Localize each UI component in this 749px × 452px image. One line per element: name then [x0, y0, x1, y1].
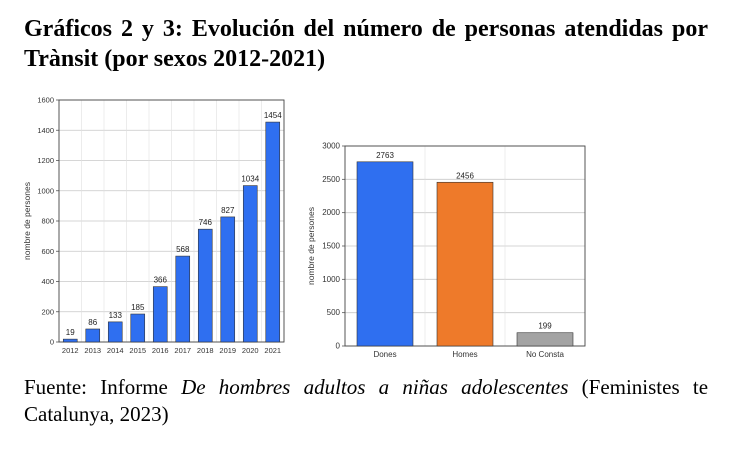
- x-tick-label: 2019: [219, 346, 236, 355]
- bar: [242, 185, 258, 343]
- y-tick-label: 0: [50, 338, 54, 347]
- y-tick-label: 2000: [322, 208, 340, 217]
- y-tick-label: 1500: [322, 242, 340, 251]
- bar: [107, 321, 123, 343]
- bar: [175, 255, 191, 343]
- y-tick-label: 600: [41, 247, 54, 256]
- data-label: 199: [538, 322, 552, 331]
- x-tick-label: 2020: [242, 346, 259, 355]
- bar: [85, 328, 101, 343]
- bar: [62, 338, 78, 343]
- data-label: 366: [154, 276, 168, 285]
- bar: [152, 286, 168, 343]
- y-tick-label: 1600: [37, 96, 54, 105]
- y-tick-label: 3000: [322, 142, 340, 151]
- x-tick-label: Homes: [452, 350, 477, 359]
- y-tick-label: 800: [41, 217, 54, 226]
- chart-2-y-axis-label: nombre de persones: [306, 207, 316, 285]
- data-label: 1454: [264, 111, 282, 120]
- x-tick-label: 2015: [129, 346, 146, 355]
- bar: [265, 121, 281, 343]
- data-label: 827: [221, 206, 235, 215]
- y-tick-label: 200: [41, 307, 54, 316]
- x-tick-label: 2021: [264, 346, 281, 355]
- figure-title: Gráficos 2 y 3: Evolución del número de …: [24, 16, 708, 72]
- y-tick-label: 1000: [322, 275, 340, 284]
- source-work-title: De hombres adultos a niñas adolescentes: [181, 375, 569, 399]
- x-tick-label: 2014: [107, 346, 124, 355]
- data-label: 568: [176, 245, 190, 254]
- y-tick-label: 1200: [37, 156, 54, 165]
- data-label: 185: [131, 303, 145, 312]
- source-publisher: (Feministes te Catalunya, 2023): [24, 375, 709, 426]
- bar: [220, 216, 236, 343]
- chart-1-y-axis-label: nombre de persones: [22, 182, 32, 260]
- source-note: Fuente: Informe De hombres adultos a niñ…: [24, 374, 708, 428]
- data-label: 2763: [376, 151, 394, 160]
- bar: [516, 332, 574, 347]
- y-tick-label: 500: [327, 308, 341, 317]
- bar: [130, 313, 146, 343]
- data-label: 2456: [456, 171, 474, 180]
- data-label: 746: [199, 218, 213, 227]
- y-tick-label: 400: [41, 277, 54, 286]
- x-tick-label: No Consta: [526, 350, 564, 359]
- bar: [436, 181, 494, 347]
- y-tick-label: 0: [336, 342, 341, 351]
- data-label: 133: [109, 311, 123, 320]
- x-tick-label: 2013: [84, 346, 101, 355]
- data-label: 86: [88, 318, 97, 327]
- source-prefix: Fuente: Informe: [24, 375, 168, 399]
- x-tick-label: 2017: [174, 346, 191, 355]
- bar: [356, 161, 414, 347]
- x-tick-label: 2016: [152, 346, 169, 355]
- x-tick-label: 2018: [197, 346, 214, 355]
- x-tick-label: 2012: [62, 346, 79, 355]
- y-tick-label: 1400: [37, 126, 54, 135]
- data-label: 1034: [241, 175, 259, 184]
- y-tick-label: 2500: [322, 175, 340, 184]
- data-label: 19: [66, 328, 75, 337]
- bar: [197, 228, 213, 343]
- plot-frame: [58, 99, 285, 343]
- x-tick-label: Dones: [373, 350, 396, 359]
- y-tick-label: 1000: [37, 186, 54, 195]
